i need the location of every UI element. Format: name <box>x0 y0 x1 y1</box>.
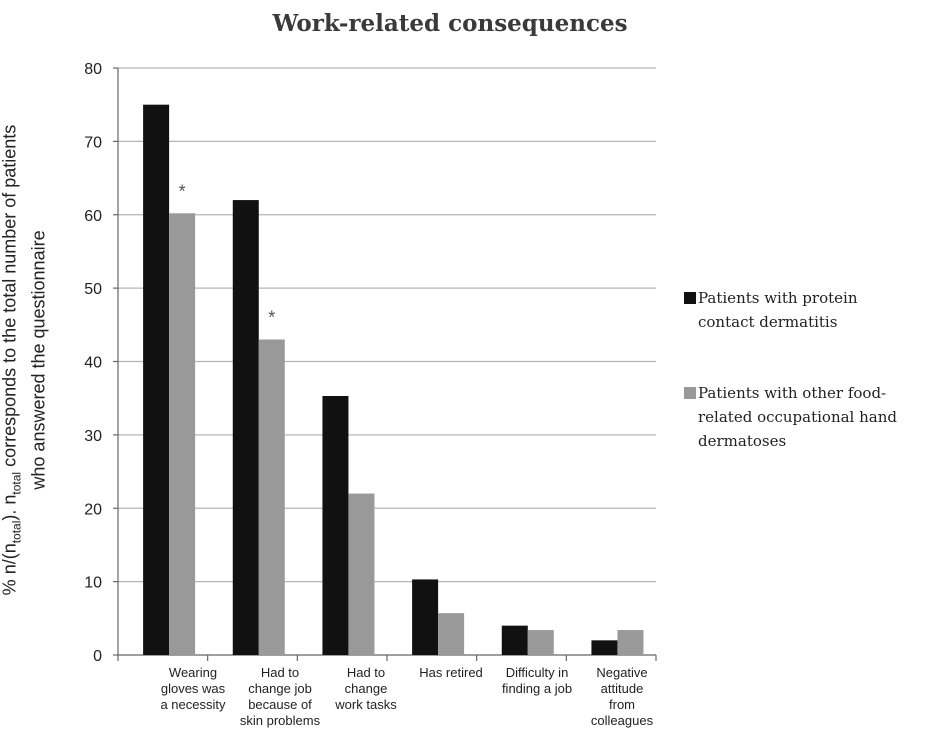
bar-series-1 <box>322 395 349 655</box>
x-tick-label-change-work-tasks: Had to change work tasks <box>335 665 397 712</box>
bar-series-1 <box>412 579 439 655</box>
y-tick-label: 50 <box>84 281 102 298</box>
significance-asterisk: * <box>268 307 275 327</box>
bar-series-1 <box>501 625 528 655</box>
x-tick-label-change-job: Had to change job because of skin proble… <box>239 665 321 728</box>
legend-item-other-food-related: Patients with other food- related occupa… <box>684 381 930 453</box>
legend-item-protein-contact-dermatitis: Patients with protein contact dermatitis <box>684 286 930 334</box>
bar-series-2 <box>258 339 285 655</box>
x-tick-label-difficulty-finding-job: Difficulty in finding a job <box>501 665 573 696</box>
bar-series-2 <box>438 613 465 655</box>
x-tick-label-has-retired: Has retired <box>419 665 483 680</box>
y-tick-label: 20 <box>84 501 102 518</box>
chart-title: Work-related consequences <box>272 10 628 37</box>
bar-series-1 <box>591 640 618 655</box>
y-axis-label-line-1: % n/(ntotal). ntotal corresponds to the … <box>0 124 24 596</box>
bar-series-2 <box>348 493 375 655</box>
legend-label-other-line-3: dermatoses <box>698 432 787 450</box>
y-tick-label: 60 <box>84 208 102 225</box>
significance-asterisk: * <box>179 181 186 201</box>
y-tick-label: 80 <box>84 61 102 78</box>
legend-label-protein-line-2: contact dermatitis <box>698 313 838 331</box>
legend-label-protein-line-1: Patients with protein <box>698 289 858 307</box>
legend-swatch-protein <box>684 292 696 304</box>
bar-series-2 <box>527 630 554 655</box>
y-tick-label: 10 <box>84 575 102 592</box>
y-axis-label: % n/(ntotal). ntotal corresponds to the … <box>0 50 49 670</box>
y-tick-label: 30 <box>84 428 102 445</box>
x-tick-label-negative-attitude: Negative attitude from colleagues <box>590 665 654 728</box>
bar-series-2 <box>169 213 196 655</box>
x-tick-label-wearing-gloves: Wearing gloves was a necessity <box>160 665 226 712</box>
legend-label-other-line-2: related occupational hand <box>698 408 897 426</box>
y-tick-label: 40 <box>84 355 102 372</box>
y-tick-label: 70 <box>84 134 102 151</box>
y-tick-label: 0 <box>93 648 102 665</box>
y-axis-label-line-2: who answered the questionnaire <box>28 230 49 490</box>
bar-series-2 <box>617 630 644 655</box>
legend-swatch-other <box>684 387 696 399</box>
bar-series-1 <box>143 104 170 655</box>
legend-label-other-line-1: Patients with other food- <box>698 384 887 402</box>
bar-series-1 <box>232 200 259 655</box>
